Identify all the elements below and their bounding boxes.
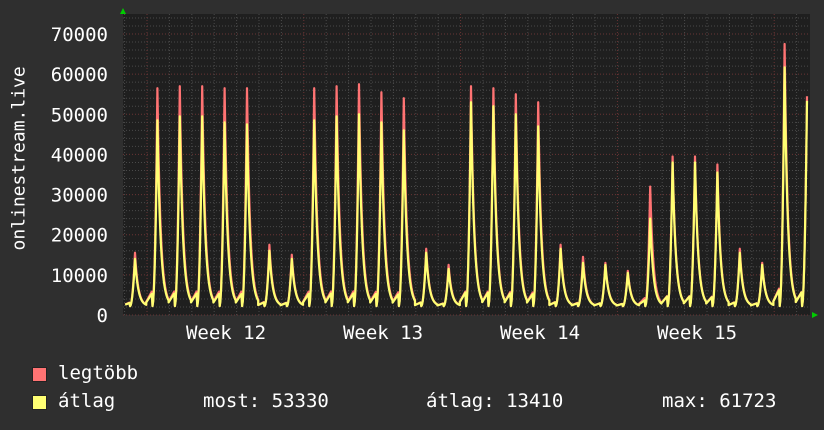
- y-tick-label: 40000: [51, 144, 108, 166]
- x-tick-label: Week 12: [186, 322, 266, 344]
- x-tick-label: Week 14: [500, 322, 580, 344]
- y-tick-label: 70000: [51, 24, 108, 46]
- x-tick-label: Week 15: [657, 322, 737, 344]
- y-tick-label: 0: [97, 305, 108, 327]
- y-tick-label: 30000: [51, 185, 108, 207]
- y-tick-label: 20000: [51, 225, 108, 247]
- legend-swatch-avg: [32, 395, 47, 410]
- y-tick-label: 50000: [51, 104, 108, 126]
- x-axis-arrow: [812, 312, 818, 318]
- y-tick-label: 10000: [51, 265, 108, 287]
- y-axis-arrow: [120, 8, 126, 14]
- legend-avg: átlag: [58, 390, 116, 412]
- y-axis-label: onlinestream.live: [8, 66, 30, 251]
- legend-swatch-max: [32, 367, 47, 382]
- series-line-avg: [124, 66, 809, 308]
- y-tick-label: 60000: [51, 64, 108, 86]
- stat-current: most: 53330: [203, 390, 329, 412]
- legend-max: legtöbb: [58, 362, 139, 384]
- stat-max: max: 61723: [662, 390, 777, 412]
- stat-average: átlag: 13410: [426, 390, 564, 412]
- x-tick-label: Week 13: [343, 322, 423, 344]
